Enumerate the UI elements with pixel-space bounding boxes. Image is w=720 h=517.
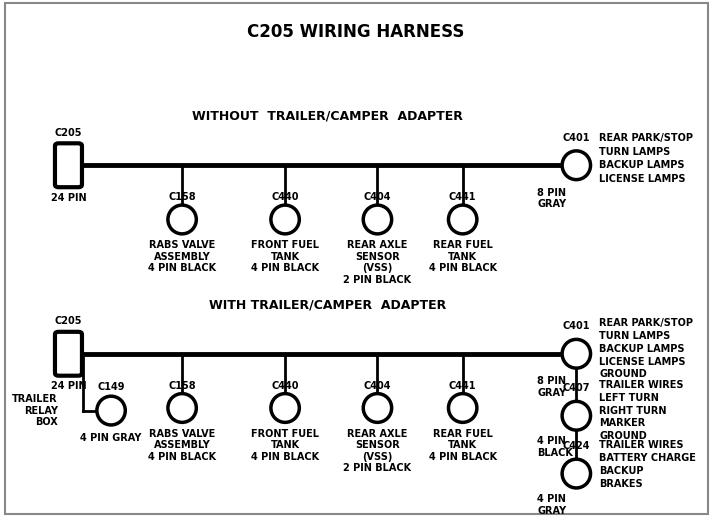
Text: C440: C440	[271, 192, 299, 202]
Text: 24 PIN: 24 PIN	[50, 381, 86, 391]
Ellipse shape	[562, 339, 590, 368]
Text: FRONT FUEL
TANK
4 PIN BLACK: FRONT FUEL TANK 4 PIN BLACK	[251, 429, 319, 462]
Text: LEFT TURN: LEFT TURN	[599, 392, 659, 403]
Text: RABS VALVE
ASSEMBLY
4 PIN BLACK: RABS VALVE ASSEMBLY 4 PIN BLACK	[148, 429, 216, 462]
Text: C401: C401	[562, 133, 590, 143]
Text: C441: C441	[449, 381, 477, 391]
FancyBboxPatch shape	[55, 332, 82, 376]
Text: C205: C205	[55, 128, 82, 138]
Text: C401: C401	[562, 322, 590, 331]
Ellipse shape	[364, 393, 392, 422]
Text: TURN LAMPS: TURN LAMPS	[599, 147, 670, 157]
Ellipse shape	[562, 401, 590, 430]
Text: REAR PARK/STOP: REAR PARK/STOP	[599, 318, 693, 328]
Text: C404: C404	[364, 192, 391, 202]
Text: C205 WIRING HARNESS: C205 WIRING HARNESS	[248, 23, 465, 41]
Text: TRAILER
RELAY
BOX: TRAILER RELAY BOX	[12, 394, 58, 427]
Ellipse shape	[364, 205, 392, 234]
Text: RIGHT TURN: RIGHT TURN	[599, 405, 667, 416]
Text: 4 PIN: 4 PIN	[537, 436, 566, 447]
Text: C441: C441	[449, 192, 477, 202]
Text: LICENSE LAMPS: LICENSE LAMPS	[599, 174, 685, 184]
Text: TRAILER WIRES: TRAILER WIRES	[599, 380, 683, 390]
Text: FRONT FUEL
TANK
4 PIN BLACK: FRONT FUEL TANK 4 PIN BLACK	[251, 240, 319, 273]
Text: GRAY: GRAY	[537, 200, 567, 209]
Text: GROUND: GROUND	[599, 431, 647, 442]
Text: REAR AXLE
SENSOR
(VSS)
2 PIN BLACK: REAR AXLE SENSOR (VSS) 2 PIN BLACK	[343, 240, 412, 285]
Text: BACKUP LAMPS: BACKUP LAMPS	[599, 344, 685, 354]
FancyBboxPatch shape	[55, 143, 82, 187]
Text: 8 PIN: 8 PIN	[537, 376, 566, 386]
Text: C149: C149	[97, 382, 125, 392]
Text: C424: C424	[562, 442, 590, 451]
Text: REAR FUEL
TANK
4 PIN BLACK: REAR FUEL TANK 4 PIN BLACK	[428, 240, 497, 273]
Text: C205: C205	[55, 316, 82, 326]
Text: 4 PIN: 4 PIN	[537, 494, 566, 504]
Ellipse shape	[562, 151, 590, 179]
Ellipse shape	[449, 393, 477, 422]
Text: REAR PARK/STOP: REAR PARK/STOP	[599, 133, 693, 143]
Text: BACKUP: BACKUP	[599, 466, 644, 476]
Text: C158: C158	[168, 381, 196, 391]
Text: 8 PIN: 8 PIN	[537, 188, 566, 197]
Text: GROUND: GROUND	[599, 370, 647, 379]
Ellipse shape	[271, 205, 300, 234]
Text: BACKUP LAMPS: BACKUP LAMPS	[599, 160, 685, 170]
Ellipse shape	[168, 393, 197, 422]
Text: BLACK: BLACK	[537, 448, 573, 458]
Text: C404: C404	[364, 381, 391, 391]
Text: C158: C158	[168, 192, 196, 202]
Text: BATTERY CHARGE: BATTERY CHARGE	[599, 453, 696, 463]
Ellipse shape	[449, 205, 477, 234]
Text: BRAKES: BRAKES	[599, 479, 643, 489]
Text: 24 PIN: 24 PIN	[50, 192, 86, 203]
Ellipse shape	[562, 459, 590, 488]
Text: WITHOUT  TRAILER/CAMPER  ADAPTER: WITHOUT TRAILER/CAMPER ADAPTER	[192, 110, 463, 123]
Ellipse shape	[271, 393, 300, 422]
Text: TURN LAMPS: TURN LAMPS	[599, 331, 670, 341]
Text: REAR AXLE
SENSOR
(VSS)
2 PIN BLACK: REAR AXLE SENSOR (VSS) 2 PIN BLACK	[343, 429, 412, 474]
Text: RABS VALVE
ASSEMBLY
4 PIN BLACK: RABS VALVE ASSEMBLY 4 PIN BLACK	[148, 240, 216, 273]
Text: GRAY: GRAY	[537, 506, 567, 515]
Text: 4 PIN GRAY: 4 PIN GRAY	[81, 433, 142, 443]
Ellipse shape	[97, 396, 125, 425]
Ellipse shape	[168, 205, 197, 234]
Text: GRAY: GRAY	[537, 388, 567, 398]
Text: C440: C440	[271, 381, 299, 391]
Text: C407: C407	[562, 384, 590, 393]
Text: MARKER: MARKER	[599, 418, 645, 429]
Text: REAR FUEL
TANK
4 PIN BLACK: REAR FUEL TANK 4 PIN BLACK	[428, 429, 497, 462]
Text: WITH TRAILER/CAMPER  ADAPTER: WITH TRAILER/CAMPER ADAPTER	[209, 298, 446, 311]
Text: LICENSE LAMPS: LICENSE LAMPS	[599, 357, 685, 367]
Text: TRAILER WIRES: TRAILER WIRES	[599, 440, 683, 450]
